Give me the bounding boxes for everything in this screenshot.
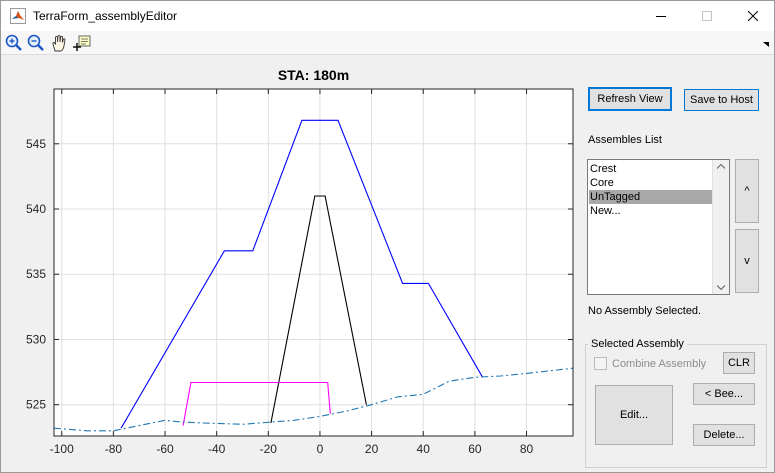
plot-area: STA: 180m -100 -80 -60 -40 -20 0 20 40 60 80 525 53… [1,56,576,473]
series-line-2 [182,381,331,426]
assemblies-list-label: Assembles List [588,134,662,146]
chart[interactable]: -100 -80 -60 -40 -20 0 20 40 60 80 525 530 535 540 545 [1,56,576,473]
delete-button[interactable]: Delete... [693,424,755,446]
maximize-icon [702,11,712,21]
y-tick-label: 540 [26,202,46,216]
list-scrollbar[interactable] [712,160,729,294]
data-cursor-icon[interactable] [72,33,92,53]
combine-assembly-label: Combine Assembly [612,358,707,370]
figure-toolbar [1,31,774,55]
status-text: No Assembly Selected. [588,305,702,317]
toolbar-expand-icon[interactable] [762,40,770,48]
list-item[interactable]: Core [590,177,614,189]
series-line-3 [54,367,573,432]
minimize-button[interactable] [638,1,684,31]
x-tick-label: -40 [208,442,226,456]
selected-assembly-title: Selected Assembly [588,338,687,350]
title-bar: TerraForm_assemblyEditor [1,1,774,31]
refresh-view-button[interactable]: Refresh View [588,87,672,111]
matlab-icon [10,8,26,24]
x-tick-label: 60 [468,442,482,456]
x-tick-label: -100 [50,442,74,456]
x-tick-label: -60 [156,442,174,456]
series-line-0 [120,119,484,429]
list-item[interactable]: New... [590,205,621,217]
scroll-up-icon[interactable] [717,164,725,169]
x-tick-label: 20 [365,442,379,456]
close-button[interactable] [730,1,775,31]
x-tick-label: 0 [317,442,324,456]
plot-background [54,89,573,436]
y-tick-label: 545 [26,137,46,151]
zoom-out-icon[interactable] [26,33,46,53]
list-item[interactable]: Crest [590,163,617,175]
move-up-button[interactable]: ^ [735,159,759,223]
scroll-down-icon[interactable] [717,285,725,290]
pan-hand-icon[interactable] [49,33,69,53]
assemblies-listbox[interactable]: Crest Core UnTagged New... [587,159,730,295]
y-tick-label: 530 [26,332,46,346]
close-icon [748,11,758,21]
edit-button[interactable]: Edit... [595,385,673,445]
list-item[interactable]: UnTagged [589,190,713,204]
x-tick-label: -20 [260,442,278,456]
minimize-icon [656,16,666,17]
bee-button[interactable]: < Bee... [693,383,755,405]
plot-frame [53,88,574,437]
y-tick-label: 535 [26,267,46,281]
x-tick-label: 40 [417,442,431,456]
save-to-host-button[interactable]: Save to Host [684,89,759,111]
combine-assembly-checkbox[interactable] [594,357,607,370]
move-down-button[interactable]: v [735,229,759,293]
clr-button[interactable]: CLR [723,352,755,374]
maximize-button[interactable] [684,1,730,31]
series-line-1 [270,195,367,424]
zoom-in-icon[interactable] [4,33,24,53]
plot-title: STA: 180m [277,67,350,83]
y-tick-label: 525 [26,398,46,412]
x-tick-label: 80 [520,442,534,456]
window-title: TerraForm_assemblyEditor [33,9,178,23]
x-tick-label: -80 [105,442,123,456]
